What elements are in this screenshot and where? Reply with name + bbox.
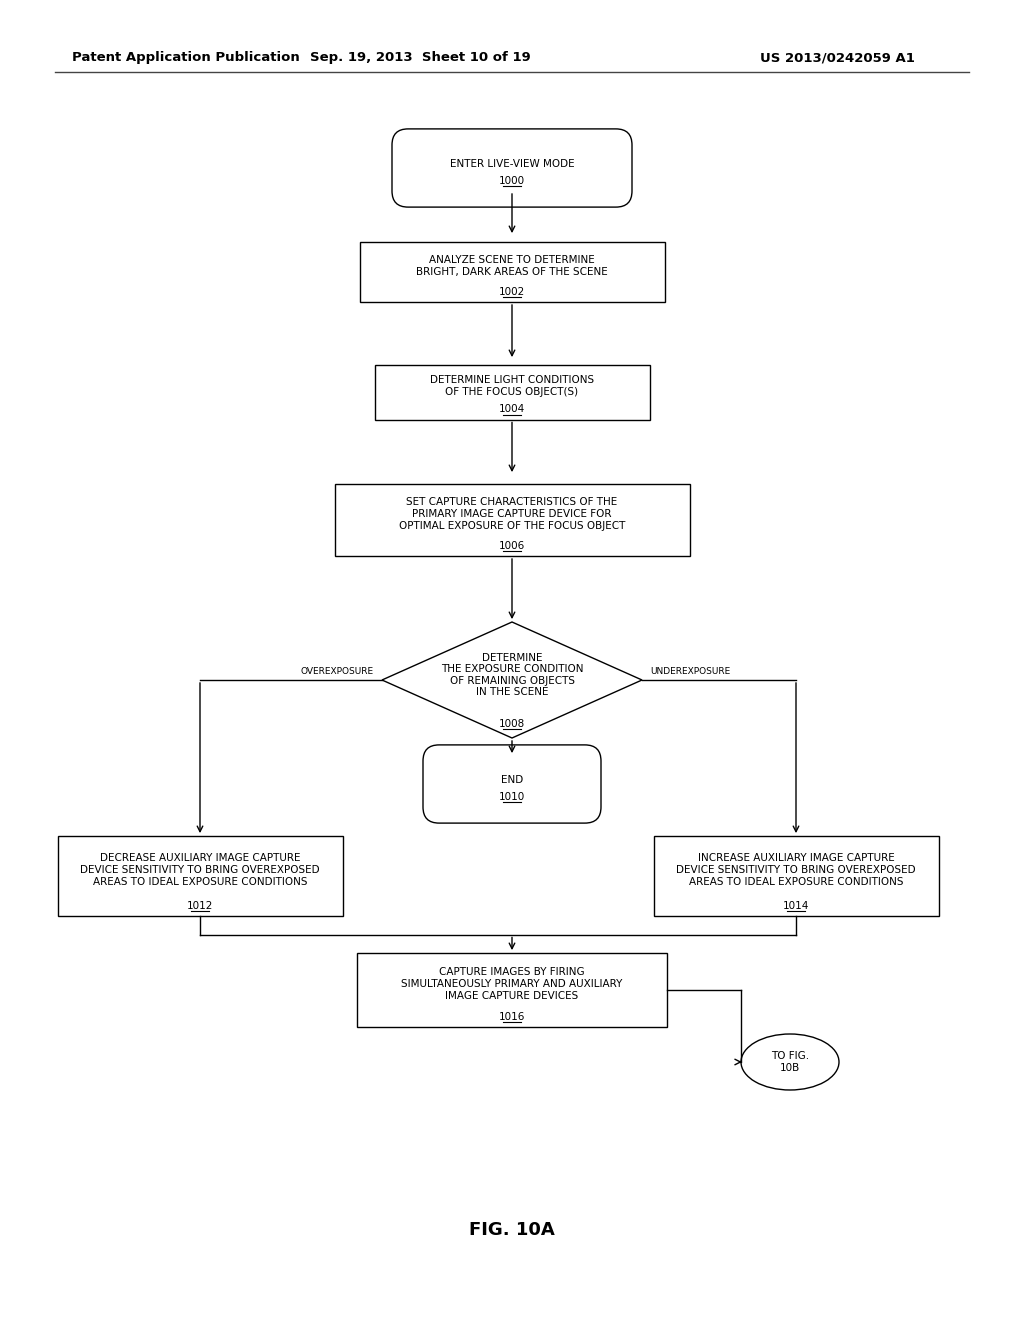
Text: 1000: 1000 [499, 176, 525, 186]
Bar [359, 242, 665, 302]
Text: CAPTURE IMAGES BY FIRING
SIMULTANEOUSLY PRIMARY AND AUXILIARY
IMAGE CAPTURE DEVI: CAPTURE IMAGES BY FIRING SIMULTANEOUSLY … [401, 968, 623, 1001]
FancyBboxPatch shape [423, 744, 601, 824]
Bar [653, 836, 939, 916]
Text: 1008: 1008 [499, 719, 525, 729]
Text: 1004: 1004 [499, 404, 525, 414]
Bar [357, 953, 667, 1027]
Text: OVEREXPOSURE: OVEREXPOSURE [301, 668, 374, 676]
Text: DETERMINE
THE EXPOSURE CONDITION
OF REMAINING OBJECTS
IN THE SCENE: DETERMINE THE EXPOSURE CONDITION OF REMA… [440, 652, 584, 697]
Text: END: END [501, 775, 523, 785]
Bar [375, 364, 649, 420]
Text: UNDEREXPOSURE: UNDEREXPOSURE [650, 668, 730, 676]
Bar [335, 484, 689, 556]
Text: US 2013/0242059 A1: US 2013/0242059 A1 [760, 51, 914, 65]
Text: ENTER LIVE-VIEW MODE: ENTER LIVE-VIEW MODE [450, 158, 574, 169]
Text: 1006: 1006 [499, 541, 525, 550]
Text: 1014: 1014 [782, 902, 809, 911]
Text: DETERMINE LIGHT CONDITIONS
OF THE FOCUS OBJECT(S): DETERMINE LIGHT CONDITIONS OF THE FOCUS … [430, 375, 594, 397]
Text: TO FIG.
10B: TO FIG. 10B [771, 1051, 809, 1073]
Text: SET CAPTURE CHARACTERISTICS OF THE
PRIMARY IMAGE CAPTURE DEVICE FOR
OPTIMAL EXPO: SET CAPTURE CHARACTERISTICS OF THE PRIMA… [398, 498, 626, 531]
Ellipse shape [741, 1034, 839, 1090]
Text: FIG. 10A: FIG. 10A [469, 1221, 555, 1239]
Polygon shape [382, 622, 642, 738]
Text: 1012: 1012 [186, 902, 213, 911]
Text: 1016: 1016 [499, 1012, 525, 1022]
Text: Patent Application Publication: Patent Application Publication [72, 51, 300, 65]
Text: 1002: 1002 [499, 286, 525, 297]
FancyBboxPatch shape [392, 129, 632, 207]
Bar [57, 836, 342, 916]
Text: 1010: 1010 [499, 792, 525, 803]
Text: Sep. 19, 2013  Sheet 10 of 19: Sep. 19, 2013 Sheet 10 of 19 [309, 51, 530, 65]
Text: DECREASE AUXILIARY IMAGE CAPTURE
DEVICE SENSITIVITY TO BRING OVEREXPOSED
AREAS T: DECREASE AUXILIARY IMAGE CAPTURE DEVICE … [80, 854, 319, 887]
Text: INCREASE AUXILIARY IMAGE CAPTURE
DEVICE SENSITIVITY TO BRING OVEREXPOSED
AREAS T: INCREASE AUXILIARY IMAGE CAPTURE DEVICE … [676, 854, 915, 887]
Text: ANALYZE SCENE TO DETERMINE
BRIGHT, DARK AREAS OF THE SCENE: ANALYZE SCENE TO DETERMINE BRIGHT, DARK … [416, 255, 608, 277]
